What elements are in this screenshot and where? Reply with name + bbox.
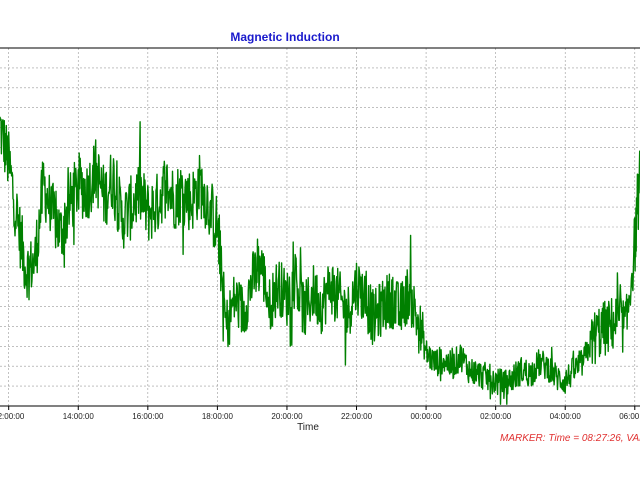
x-tick-label: 18:00:00: [202, 412, 234, 421]
grid-lines: [0, 48, 640, 406]
magnetic-induction-series-line: [0, 116, 640, 405]
x-tick-label: 22:00:00: [341, 412, 373, 421]
x-tick-label: 14:00:00: [63, 412, 95, 421]
x-tick-label: 06:00:00: [619, 412, 640, 421]
x-tick-labels: 12:00:00 14:00:00 16:00:00 18:00:00 20:00:00…: [0, 406, 640, 421]
x-tick-label: 02:00:00: [480, 412, 512, 421]
x-tick-label: 04:00:00: [550, 412, 582, 421]
plot-frame: [0, 47, 640, 407]
series-line: [0, 116, 640, 405]
x-axis-label: Time: [297, 422, 319, 433]
x-tick-label: 12:00:00: [0, 412, 25, 421]
x-tick-label: 20:00:00: [271, 412, 303, 421]
x-tick-label: 16:00:00: [132, 412, 164, 421]
x-tick-label: 00:00:00: [411, 412, 443, 421]
chart-title: Magnetic Induction: [230, 30, 340, 44]
marker-readout: MARKER: Time = 08:27:26, VALUE = 100,000: [500, 433, 640, 444]
